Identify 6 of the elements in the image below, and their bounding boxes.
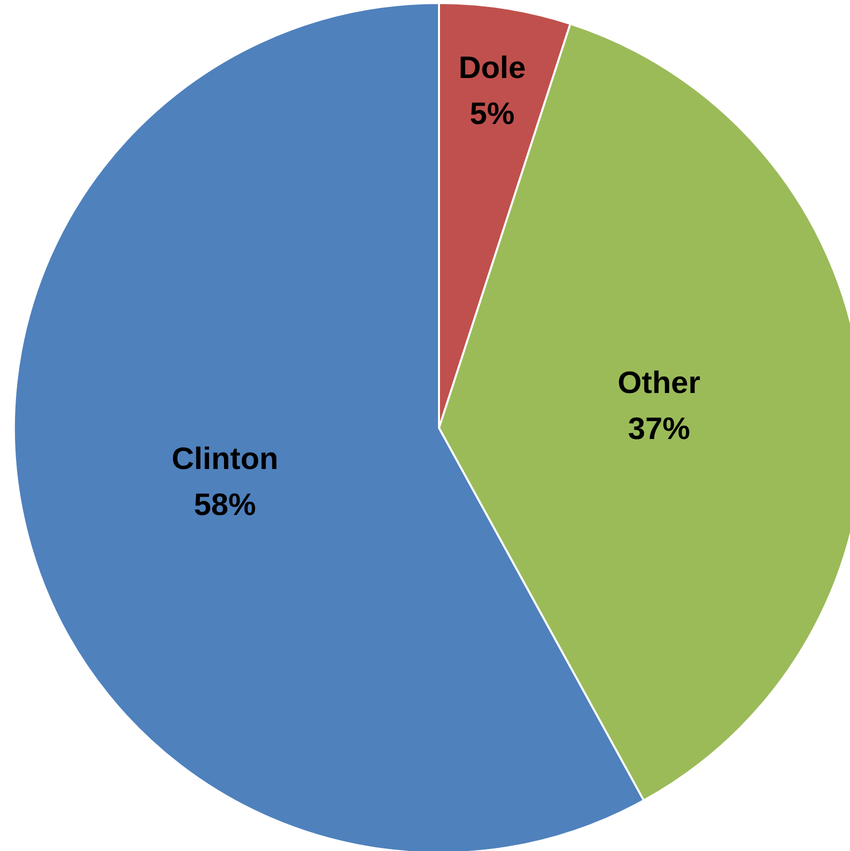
slice-label: Other — [618, 365, 700, 400]
data-label: 58% — [194, 486, 256, 522]
data-label: 37% — [628, 411, 690, 446]
slice-label: Clinton — [172, 440, 278, 476]
data-label: 5% — [470, 96, 515, 132]
slice-label: Dole — [458, 50, 526, 86]
